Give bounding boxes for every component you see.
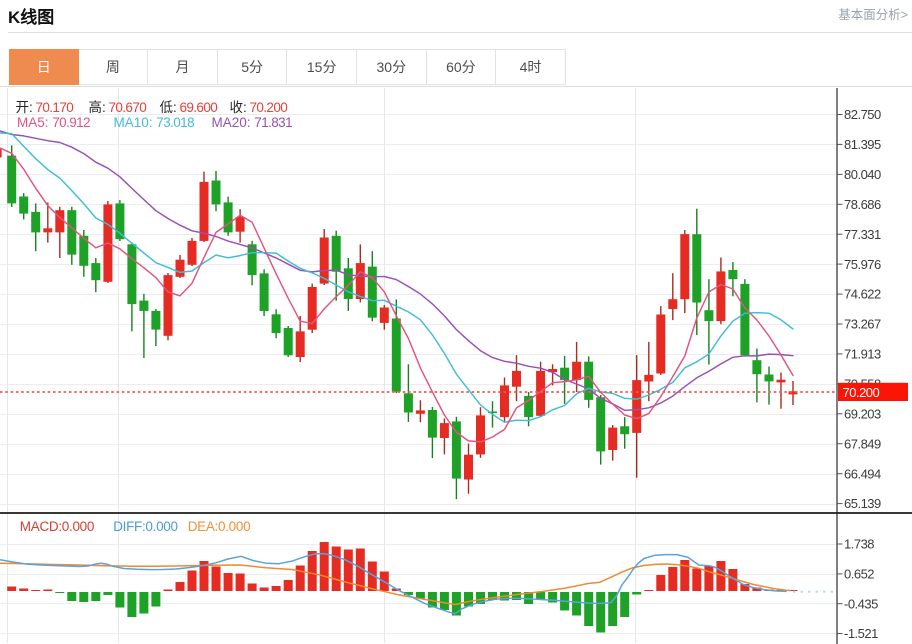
svg-text:81.395: 81.395 (844, 137, 881, 152)
svg-text:74.622: 74.622 (844, 287, 881, 302)
svg-text:-0.435: -0.435 (844, 596, 878, 611)
svg-text:0.652: 0.652 (844, 567, 874, 582)
svg-text:75.976: 75.976 (844, 257, 881, 272)
svg-text:69.203: 69.203 (844, 406, 881, 421)
svg-text:77.331: 77.331 (844, 227, 881, 242)
svg-text:78.686: 78.686 (844, 197, 881, 212)
svg-text:71.913: 71.913 (844, 347, 881, 362)
svg-text:66.494: 66.494 (844, 466, 881, 481)
svg-text:-1.521: -1.521 (844, 626, 878, 641)
svg-text:65.139: 65.139 (844, 496, 881, 511)
svg-text:1.738: 1.738 (844, 537, 874, 552)
svg-text:80.040: 80.040 (844, 167, 881, 182)
svg-text:70.200: 70.200 (843, 385, 880, 400)
svg-text:67.849: 67.849 (844, 436, 881, 451)
svg-text:73.267: 73.267 (844, 317, 881, 332)
svg-text:82.750: 82.750 (844, 107, 881, 122)
